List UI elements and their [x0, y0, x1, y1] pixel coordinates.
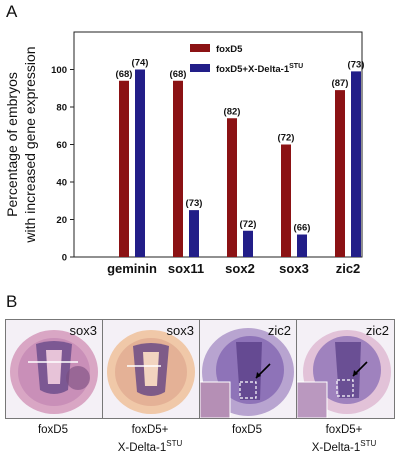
- bar-count-label: (66): [294, 223, 311, 234]
- bar-count-label: (73): [348, 59, 365, 70]
- legend-label: foxD5+X-Delta-1STU: [216, 63, 303, 75]
- y-tick-label: 100: [51, 65, 67, 76]
- embryo-image-1: sox3: [5, 319, 103, 419]
- y-tick-label: 80: [56, 103, 67, 114]
- bar-sox2-foxd5-delta: [243, 230, 253, 257]
- caption-2-sup: STU: [166, 439, 183, 448]
- bar-count-label: (82): [224, 106, 241, 117]
- legend-swatch: [190, 44, 210, 52]
- caption-3: foxD5: [197, 424, 297, 437]
- caption-2-line1: foxD5+: [131, 424, 169, 436]
- bar-sox3-foxd5: [281, 144, 291, 257]
- bar-count-label: (73): [186, 198, 203, 209]
- bar-count-label: (68): [170, 69, 187, 80]
- y-axis-label-line2: with increased gene expression: [22, 46, 38, 243]
- probe-label-3: zic2: [267, 323, 291, 338]
- embryo-image-2: sox3: [102, 319, 200, 419]
- x-tick-label-sox11: sox11: [168, 261, 204, 276]
- caption-2-line2: X-Delta-1: [117, 441, 167, 454]
- bar-sox3-foxd5-delta: [297, 234, 307, 257]
- caption-4-line1: foxD5+: [325, 424, 363, 436]
- bar-count-label: (72): [240, 219, 257, 230]
- embryo-image-3: zic2: [199, 319, 297, 419]
- legend-label: foxD5: [216, 44, 243, 55]
- probe-label-4: zic2: [365, 323, 389, 338]
- bar-zic2-foxd5-delta: [351, 71, 361, 257]
- bar-sox11-foxd5: [173, 80, 183, 257]
- caption-1-line1: foxD5: [37, 424, 69, 436]
- bar-zic2-foxd5: [335, 90, 345, 257]
- embryo-image-4: zic2: [296, 319, 395, 419]
- bar-count-label: (72): [278, 133, 295, 144]
- caption-4-line2: X-Delta-1: [311, 441, 361, 454]
- y-tick-label: 60: [56, 140, 67, 151]
- x-tick-label-zic2: zic2: [336, 261, 361, 276]
- x-tick-label-geminin: geminin: [107, 261, 157, 276]
- x-tick-label-sox3: sox3: [279, 261, 309, 276]
- bar-count-label: (74): [132, 58, 149, 69]
- bar-sox11-foxd5-delta: [189, 210, 199, 257]
- panel-b-label: B: [6, 292, 18, 311]
- y-tick-label: 40: [56, 178, 67, 189]
- caption-3-line1: foxD5: [231, 424, 263, 436]
- caption-1: foxD5: [3, 424, 103, 437]
- y-axis-label-line1: Percentage of embryos: [4, 72, 20, 217]
- bar-geminin-foxd5-delta: [135, 69, 145, 257]
- bar-chart: 0 20 40 60 80 100 Percentage of embryos with in…: [4, 31, 365, 276]
- bar-count-label: (68): [116, 69, 133, 80]
- bar-count-label: (87): [332, 78, 349, 89]
- caption-4: foxD5+ X-Delta-1STU: [294, 424, 394, 455]
- y-tick-label: 0: [62, 253, 67, 264]
- probe-label-1: sox3: [69, 323, 97, 338]
- bar-sox2-foxd5: [227, 118, 237, 257]
- legend-swatch: [190, 64, 210, 72]
- panel-a-label: A: [6, 2, 18, 21]
- x-tick-label-sox2: sox2: [225, 261, 255, 276]
- caption-2: foxD5+ X-Delta-1STU: [100, 424, 200, 455]
- y-tick-label: 20: [56, 215, 67, 226]
- probe-label-2: sox3: [166, 323, 194, 338]
- caption-4-sup: STU: [360, 439, 377, 448]
- bar-geminin-foxd5: [119, 80, 129, 257]
